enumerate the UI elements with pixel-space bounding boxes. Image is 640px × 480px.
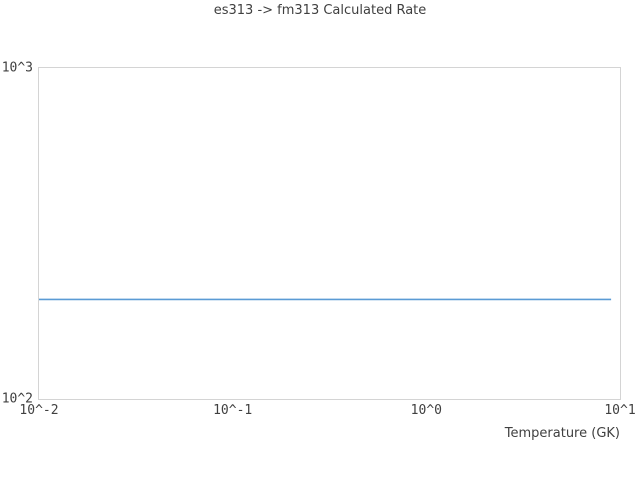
y-tick-label: 10^2: [1, 391, 33, 407]
x-tick-label: 10^-1: [213, 403, 253, 418]
x-tick-label: 10^-2: [19, 403, 59, 418]
x-tick-label: 10^1: [604, 403, 636, 418]
x-axis-label: Temperature (GK): [504, 426, 620, 441]
x-tick-label: 10^0: [410, 403, 442, 418]
chart-title: es313 -> fm313 Calculated Rate: [213, 3, 427, 18]
y-tick-label: 10^3: [1, 60, 33, 76]
plot-area: [38, 67, 621, 400]
